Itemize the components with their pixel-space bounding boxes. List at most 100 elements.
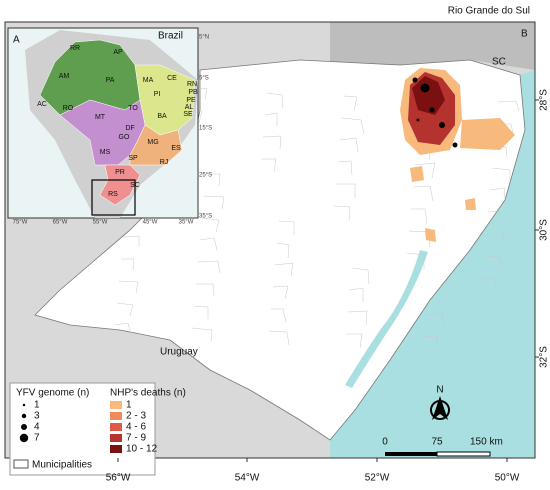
scale-segment bbox=[436, 451, 491, 457]
lon-tick-label: 52°W bbox=[365, 473, 390, 484]
lon-tick-label: 54°W bbox=[235, 473, 260, 484]
map-frame bbox=[4, 21, 536, 459]
legend-label: Municipalities bbox=[32, 460, 92, 471]
lon-tick-label: 50°W bbox=[495, 473, 520, 484]
legend-swatch bbox=[110, 423, 122, 431]
municipality-line bbox=[199, 237, 218, 251]
lat-tick-label: 28°S bbox=[539, 89, 550, 111]
genome-point bbox=[420, 83, 430, 93]
municipality-line bbox=[274, 262, 294, 277]
inset-title: Brazil bbox=[158, 31, 183, 42]
region-southeast bbox=[129, 124, 183, 166]
legend-label: 7 - 9 bbox=[126, 433, 146, 444]
genome-point bbox=[412, 77, 418, 83]
municipality-line bbox=[206, 173, 221, 187]
lat-tick-label: 30°S bbox=[539, 219, 550, 241]
legend-label: 4 - 6 bbox=[126, 422, 146, 433]
municipality-line bbox=[118, 280, 139, 294]
inset-lon-tick: 45°W bbox=[143, 220, 158, 226]
inset-lon-tick: 55°W bbox=[93, 220, 108, 226]
panel-label: A bbox=[13, 35, 20, 46]
legend-label: 1 bbox=[34, 400, 40, 411]
municipality-line bbox=[343, 95, 358, 112]
municipality-line bbox=[114, 322, 132, 335]
inset-lon-tick: 75°W bbox=[13, 220, 28, 226]
inset-lat-tick: 5°N bbox=[199, 35, 209, 41]
state-label: PE bbox=[186, 97, 196, 104]
state-label: CE bbox=[167, 75, 177, 82]
state-label: GO bbox=[119, 134, 130, 141]
state-label: MT bbox=[95, 114, 106, 121]
state-label: RR bbox=[70, 45, 80, 52]
inset-lat-tick: 25°S bbox=[199, 173, 212, 179]
municipality-line bbox=[341, 117, 365, 135]
municipality-line bbox=[347, 310, 368, 326]
municipality-line bbox=[487, 210, 501, 222]
legend-title: NHP's deaths (n) bbox=[110, 388, 186, 399]
state-label: PR bbox=[115, 169, 125, 176]
legend-swatch bbox=[110, 412, 122, 420]
genome-point bbox=[439, 122, 445, 128]
municipality-line bbox=[486, 233, 505, 245]
municipality-line bbox=[203, 195, 225, 210]
state-label: TO bbox=[128, 105, 138, 112]
municipality-line bbox=[264, 112, 278, 126]
state-label: AM bbox=[59, 73, 70, 80]
municipality-line bbox=[412, 185, 434, 202]
state-label: MS bbox=[100, 149, 111, 156]
deaths-area bbox=[460, 118, 515, 150]
legend: YFV genome (n) NHP's deaths (n) Municipa… bbox=[9, 382, 186, 476]
inset-lat-tick: 5°S bbox=[199, 76, 209, 82]
municipality-line bbox=[262, 135, 282, 150]
municipality-line bbox=[271, 308, 287, 323]
figure-title: Rio Grande do Sul bbox=[448, 6, 530, 17]
deaths-area bbox=[412, 76, 445, 115]
panel-label: B bbox=[521, 29, 528, 40]
state-label: AC bbox=[37, 101, 47, 108]
inset-lat-tick: 15°S bbox=[199, 126, 212, 132]
municipality-line bbox=[497, 100, 520, 112]
deaths-area bbox=[410, 166, 476, 242]
legend-swatch bbox=[110, 445, 122, 453]
legend-label: 3 bbox=[34, 411, 40, 422]
state-label: BA bbox=[157, 113, 167, 120]
legend-swatch bbox=[13, 459, 29, 469]
municipality-line bbox=[483, 255, 503, 268]
scale-label: 0 bbox=[382, 437, 388, 448]
legend-title: YFV genome (n) bbox=[16, 388, 89, 399]
municipality-line bbox=[489, 187, 506, 199]
municipality-line bbox=[351, 267, 370, 285]
legend-dot bbox=[19, 433, 29, 443]
municipality-line bbox=[333, 205, 351, 222]
municipality-line bbox=[261, 158, 277, 173]
legend-box bbox=[9, 382, 156, 476]
municipality-line bbox=[121, 258, 135, 271]
legend-label: 2 - 3 bbox=[126, 411, 146, 422]
state-label: ES bbox=[171, 145, 181, 152]
genome-point bbox=[452, 142, 458, 148]
state-label: MG bbox=[147, 139, 158, 146]
municipality-line bbox=[266, 92, 284, 109]
state-label: AL bbox=[185, 104, 194, 111]
municipality-line bbox=[116, 302, 134, 317]
neighbor-label: Uruguay bbox=[160, 347, 198, 358]
legend-label: 10 - 12 bbox=[126, 444, 158, 455]
municipality-line bbox=[414, 162, 436, 179]
rio-grande-do-sul bbox=[34, 59, 526, 441]
municipality-line bbox=[337, 160, 353, 176]
scale-bar bbox=[385, 451, 491, 457]
municipality-line bbox=[349, 287, 364, 302]
legend-label: 4 bbox=[34, 422, 40, 433]
municipality-line bbox=[197, 260, 221, 274]
lat-tick-label: 32°S bbox=[539, 346, 550, 368]
scale-label: 150 km bbox=[470, 437, 503, 448]
municipality-line bbox=[278, 220, 295, 235]
ocean bbox=[330, 70, 535, 458]
inset-lon-tick: 35°W bbox=[179, 220, 194, 226]
genome-points bbox=[412, 77, 458, 148]
genome-point bbox=[416, 118, 420, 122]
north-arrow-head bbox=[432, 396, 448, 420]
scale-label: 75 bbox=[431, 437, 443, 448]
